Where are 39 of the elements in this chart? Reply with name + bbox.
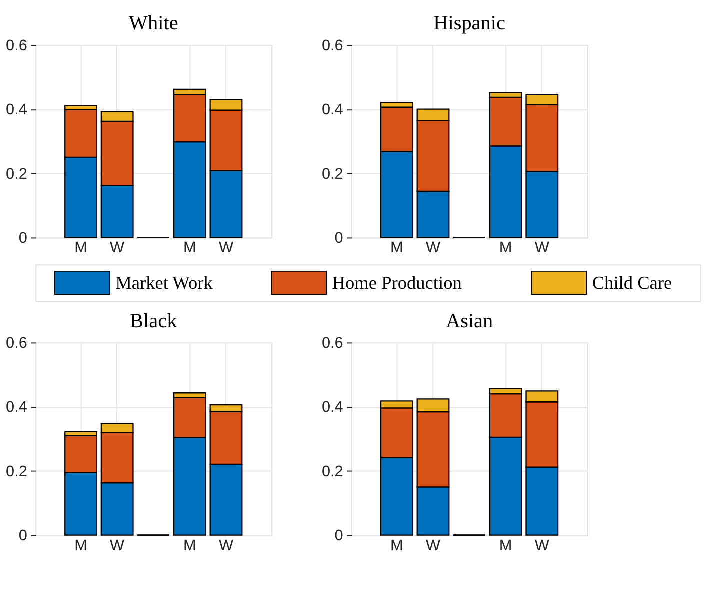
x-tick-label: M <box>499 537 512 554</box>
y-tick-label: 0.2 <box>6 166 28 183</box>
y-tick-label: 0 <box>334 528 344 545</box>
y-tick-label: 0 <box>18 528 28 545</box>
y-tick-label: 0 <box>18 230 28 248</box>
y-tick-label: 0.2 <box>322 166 344 183</box>
x-tick-label: W <box>218 240 234 257</box>
legend-label: Child Care <box>592 272 672 293</box>
y-tick-label: 0.6 <box>6 335 28 352</box>
chart-title: White <box>128 12 178 35</box>
x-tick-label: W <box>218 537 234 554</box>
legend-label: Home Production <box>332 272 462 293</box>
x-tick-label: M <box>74 537 88 554</box>
y-tick-label: 0.2 <box>6 463 28 480</box>
y-tick-label: 0.4 <box>322 399 344 416</box>
y-tick-label: 0.6 <box>322 335 344 352</box>
y-tick-label: 0.2 <box>322 463 344 480</box>
x-tick-label: M <box>74 240 88 257</box>
x-tick-label: M <box>390 537 404 554</box>
x-tick-label: W <box>534 537 550 554</box>
chart-title: Hispanic <box>434 12 506 35</box>
legend-label: Market Work <box>116 272 214 293</box>
x-tick-label: M <box>390 240 404 257</box>
x-tick-label: W <box>426 537 441 554</box>
y-tick-label: 0.4 <box>6 102 28 119</box>
x-tick-label: M <box>499 240 512 257</box>
y-tick-label: 0 <box>334 230 344 248</box>
x-tick-label: W <box>110 240 126 257</box>
x-tick-label: W <box>426 240 441 257</box>
y-tick-label: 0.6 <box>6 37 28 54</box>
y-tick-label: 0.4 <box>6 399 28 416</box>
y-tick-label: 0.4 <box>322 102 344 119</box>
x-tick-label: M <box>184 537 196 554</box>
x-tick-label: W <box>110 537 126 554</box>
chart-title: Asian <box>446 310 494 332</box>
x-tick-label: W <box>534 240 550 257</box>
x-tick-label: M <box>184 240 196 257</box>
y-tick-label: 0.6 <box>322 37 344 54</box>
chart-title: Black <box>130 310 178 332</box>
